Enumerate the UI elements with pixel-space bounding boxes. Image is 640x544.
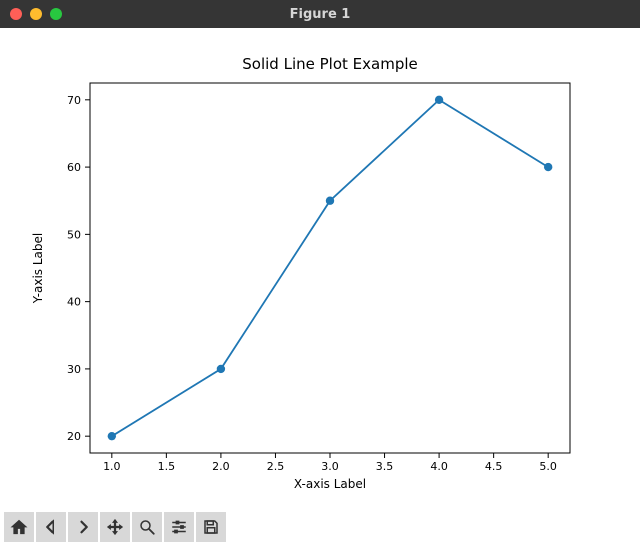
- save-button[interactable]: [196, 512, 226, 542]
- data-line: [112, 100, 548, 436]
- data-marker: [435, 96, 443, 104]
- titlebar: Figure 1: [0, 0, 640, 28]
- forward-icon: [74, 518, 92, 536]
- x-tick-label: 2.5: [267, 460, 285, 473]
- home-icon: [10, 518, 28, 536]
- configure-subplots-button[interactable]: [164, 512, 194, 542]
- y-tick-label: 60: [67, 161, 81, 174]
- minimize-icon[interactable]: [30, 8, 42, 20]
- x-tick-label: 1.0: [103, 460, 121, 473]
- y-tick-label: 20: [67, 430, 81, 443]
- pan-icon: [106, 518, 124, 536]
- x-tick-label: 4.0: [430, 460, 448, 473]
- x-tick-label: 2.0: [212, 460, 230, 473]
- pan-button[interactable]: [100, 512, 130, 542]
- toolbar: [0, 510, 640, 544]
- chart-title: Solid Line Plot Example: [242, 55, 417, 73]
- zoom-button[interactable]: [132, 512, 162, 542]
- data-marker: [108, 432, 116, 440]
- y-tick-label: 40: [67, 296, 81, 309]
- traffic-lights: [0, 8, 62, 20]
- x-tick-label: 4.5: [485, 460, 503, 473]
- chart-svg: 1.0 1.5 2.0 2.5 3.0 3.5 4.0 4.5 5.0 20 30 40 50 60 70 X…: [0, 28, 640, 510]
- back-button[interactable]: [36, 512, 66, 542]
- data-marker: [544, 163, 552, 171]
- x-tick-label: 5.0: [539, 460, 557, 473]
- data-marker: [217, 365, 225, 373]
- y-tick-label: 30: [67, 363, 81, 376]
- forward-button[interactable]: [68, 512, 98, 542]
- zoom-icon: [138, 518, 156, 536]
- y-tick-label: 50: [67, 228, 81, 241]
- x-tick-label: 3.5: [376, 460, 394, 473]
- data-marker: [326, 197, 334, 205]
- x-tick-label: 1.5: [158, 460, 176, 473]
- home-button[interactable]: [4, 512, 34, 542]
- save-icon: [202, 518, 220, 536]
- x-tick-label: 3.0: [321, 460, 339, 473]
- figure-window: Figure 1 1.0 1.5 2.0 2.5 3.0 3.5 4.0 4.5 5.0 20 30…: [0, 0, 640, 544]
- close-icon[interactable]: [10, 8, 22, 20]
- y-tick-label: 70: [67, 94, 81, 107]
- figure-canvas: 1.0 1.5 2.0 2.5 3.0 3.5 4.0 4.5 5.0 20 30 40 50 60 70 X…: [0, 28, 640, 510]
- window-title: Figure 1: [0, 7, 640, 22]
- subplots-icon: [170, 518, 188, 536]
- y-axis-label: Y-axis Label: [31, 233, 45, 304]
- maximize-icon[interactable]: [50, 8, 62, 20]
- back-icon: [42, 518, 60, 536]
- x-axis-label: X-axis Label: [294, 477, 366, 491]
- axes-box: [90, 83, 570, 453]
